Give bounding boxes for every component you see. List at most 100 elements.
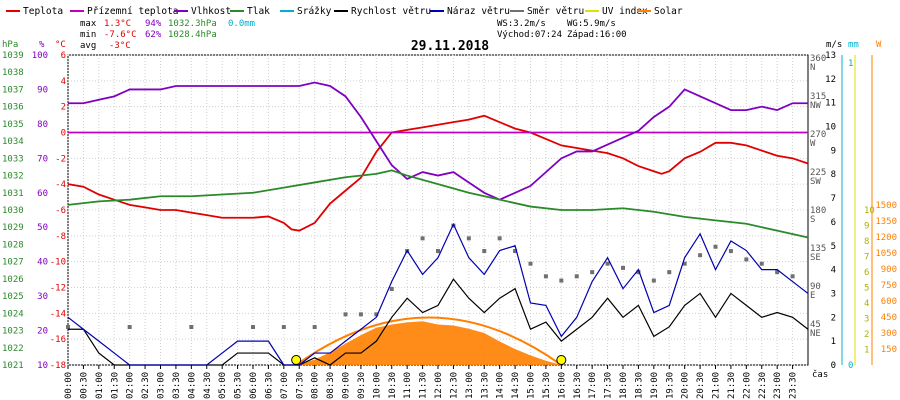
time-label: 01:30 <box>110 372 120 399</box>
time-label: 22:00 <box>742 372 752 399</box>
legend: Teplota Přízemní teplota Vlhkost Tlak Srážky… <box>6 6 683 17</box>
axis-pct-tick: 20 <box>37 327 48 337</box>
axis-uv-tick: 1 <box>864 346 869 356</box>
legend-label-solar: Solar <box>654 6 683 17</box>
axis-uv-tick: 9 <box>864 222 869 232</box>
sunrise-marker <box>291 355 302 365</box>
time-label: 07:00 <box>280 372 290 399</box>
ws-value: WS:3.2m/s <box>497 19 546 29</box>
axis-w-tick: 1500 <box>875 201 897 211</box>
axis-ms-tick: 5 <box>831 242 836 252</box>
axis-dir-deg: 135 <box>810 244 826 254</box>
axis-w-title: W <box>876 40 882 50</box>
min-press: 1028.4hPa <box>168 30 217 40</box>
max-temp: 1.3°C <box>104 19 131 29</box>
avg-temp: -3°C <box>109 41 131 51</box>
time-label: 22:30 <box>758 372 768 399</box>
wind-direction-point <box>651 278 656 283</box>
time-label: 03:00 <box>157 372 167 399</box>
axis-dir-deg: 315 <box>810 92 826 102</box>
axis-dir-deg: 270 <box>810 130 826 140</box>
series-solar <box>296 321 562 365</box>
axis-w-tick: 1050 <box>875 249 897 259</box>
wind-direction-point <box>66 325 70 329</box>
axis-hpa-tick: 1032 <box>2 172 24 182</box>
wind-direction-point <box>682 261 687 266</box>
axis-dir-deg: 225 <box>810 168 826 178</box>
sunset-marker <box>556 355 567 365</box>
axis-w-tick: 750 <box>881 281 897 291</box>
plot-area <box>66 54 809 366</box>
axis-ms-tick: 13 <box>825 51 836 61</box>
time-label: 05:30 <box>234 372 244 399</box>
wind-direction-point <box>251 325 255 329</box>
axis-ms-tick: 1 <box>831 337 836 347</box>
axis-w-tick: 1350 <box>875 217 897 227</box>
wind-direction-point <box>574 274 579 279</box>
axis-degc-tick: -6 <box>55 206 66 216</box>
axis-degc-tick: 4 <box>61 77 66 87</box>
axis-hpa-tick: 1034 <box>2 137 24 147</box>
axis-degc-tick: 6 <box>61 51 66 61</box>
wind-direction-point <box>127 325 132 329</box>
axis-dir-name: S <box>810 215 815 225</box>
wind-direction-point <box>621 265 625 270</box>
wind-direction-point <box>590 270 595 275</box>
axis-hpa-tick: 1023 <box>2 327 24 337</box>
axis-ms-tick: 11 <box>825 99 836 109</box>
axis-pct-tick: 50 <box>37 223 48 233</box>
axis-uv-tick: 10 <box>864 206 875 216</box>
time-axis: 00:00 00:30 01:00 01:30 02:00 02:30 03:00 03:30… <box>64 365 799 399</box>
time-label: 17:00 <box>588 372 598 399</box>
time-label: 02:30 <box>141 372 151 399</box>
axis-degc-tick: -2 <box>55 154 66 164</box>
axis-ms-tick: 12 <box>825 75 836 85</box>
axis-w-tick: 150 <box>881 345 897 355</box>
axis-hpa-tick: 1029 <box>2 223 24 233</box>
series-tlak <box>67 169 809 239</box>
axis-degc-tick: -12 <box>50 284 66 294</box>
time-label: 20:30 <box>696 372 706 399</box>
time-label: 04:00 <box>187 372 197 399</box>
wind-direction-point <box>420 236 425 241</box>
time-label: 11:30 <box>419 372 429 399</box>
axis-degc-tick: 2 <box>61 103 66 113</box>
series-vlhkost <box>68 81 808 201</box>
time-label: 01:00 <box>95 372 105 399</box>
axis-dir-name: NW <box>810 101 821 111</box>
min-hum: 62% <box>145 30 162 40</box>
axis-degc-tick: -16 <box>50 335 66 345</box>
wind-direction-point <box>728 249 733 253</box>
axis-w-tick: 1200 <box>875 233 897 243</box>
max-hum: 94% <box>145 19 162 29</box>
time-label: 14:00 <box>496 372 506 399</box>
axis-degc-tick: -18 <box>50 361 66 371</box>
axis-pct-tick: 10 <box>37 361 48 371</box>
time-label: 06:00 <box>249 372 259 399</box>
axis-hpa-tick: 1024 <box>2 309 24 319</box>
axis-hpa-tick: 1030 <box>2 206 24 216</box>
max-rain: 0.0mm <box>228 19 255 29</box>
max-press: 1032.3hPa <box>168 19 217 29</box>
time-label: 10:30 <box>388 372 398 399</box>
axis-pct-tick: 70 <box>37 154 48 164</box>
axis-w-tick: 900 <box>881 265 897 275</box>
max-label: max <box>80 19 97 29</box>
axis-w-tick: 300 <box>881 329 897 339</box>
axis-hpa-tick: 1038 <box>2 68 24 78</box>
series-teplota <box>67 114 809 232</box>
time-label: 09:00 <box>342 372 352 399</box>
axis-ms-tick: 7 <box>831 194 836 204</box>
axis-ms-tick: 0 <box>831 361 836 371</box>
time-label: 00:30 <box>79 372 89 399</box>
wind-direction-point <box>775 270 780 275</box>
wind-direction-point <box>744 257 749 262</box>
axis-uv-tick: 5 <box>864 284 869 294</box>
time-label: 14:30 <box>511 372 521 399</box>
axis-hpa-tick: 1022 <box>2 344 24 354</box>
axis-dir-name: SE <box>810 253 821 263</box>
axis-hpa-tick: 1021 <box>2 361 24 371</box>
time-label: 03:30 <box>172 372 182 399</box>
axis-dir-deg: 180 <box>810 206 826 216</box>
axis-mm-tick: 1 <box>848 59 853 69</box>
